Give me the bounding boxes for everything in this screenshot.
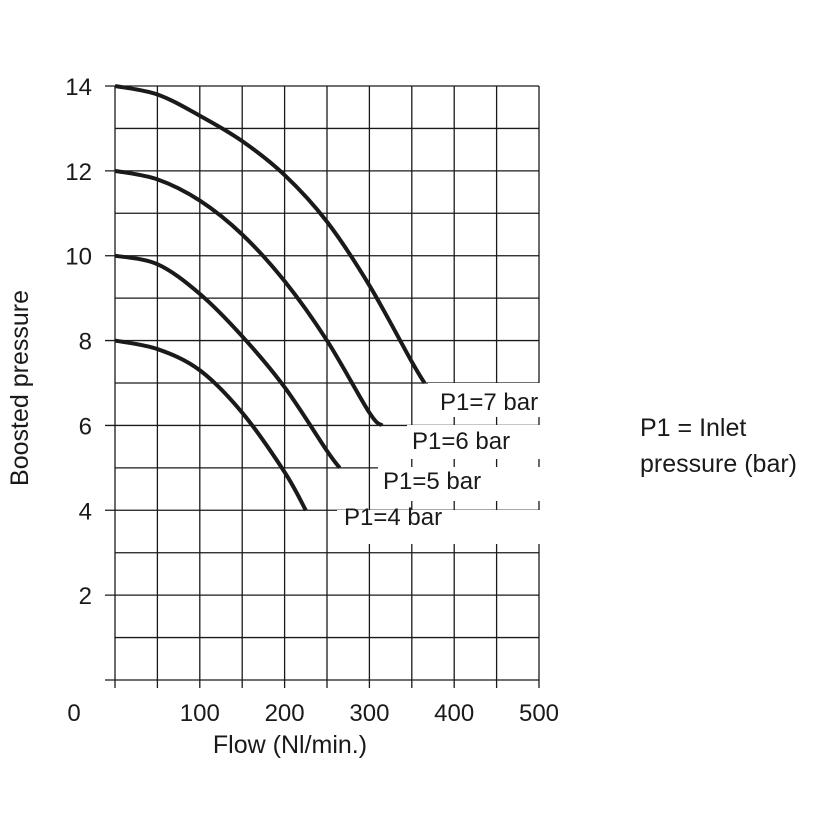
series-curve [114, 338, 308, 512]
series-curve [114, 84, 427, 385]
label-mask [337, 510, 541, 544]
x-tick-label: 200 [265, 700, 305, 727]
tick-labels: 0 100 200 300 400 500 2 4 6 8 10 12 14 [65, 74, 559, 727]
y-tick-label: 6 [79, 413, 92, 440]
y-tick-label: 8 [79, 329, 92, 356]
y-tick-label: 2 [79, 583, 92, 610]
x-axis-title: Flow (Nl/min.) [213, 731, 367, 759]
series-curve [114, 168, 384, 428]
label-mask [407, 425, 541, 459]
series-curve [114, 253, 342, 470]
y-axis-title: Boosted pressure [6, 290, 34, 486]
y-tick-label: 12 [65, 159, 92, 186]
series-label: P1=7 bar [440, 389, 538, 416]
x-tick-label: 500 [519, 700, 559, 727]
curves [114, 84, 427, 512]
x-tick-label: 400 [434, 700, 474, 727]
inlet-pressure-note-line1: P1 = Inlet [640, 414, 747, 442]
grid [105, 85, 541, 688]
y-tick-label: 4 [79, 498, 92, 525]
x-tick-label: 0 [67, 700, 80, 727]
y-tick-label: 14 [65, 74, 92, 101]
inlet-pressure-note-line2: pressure (bar) [640, 450, 797, 478]
series-label: P1=6 bar [412, 428, 510, 455]
label-mask [378, 467, 541, 501]
x-tick-label: 300 [349, 700, 389, 727]
series-labels: P1=7 bar P1=6 bar P1=5 bar P1=4 bar [344, 389, 538, 531]
inlet-pressure-note: P1 = Inlet pressure (bar) [640, 410, 797, 482]
y-tick-label: 10 [65, 244, 92, 271]
series-label: P1=5 bar [383, 468, 481, 495]
x-tick-label: 100 [180, 700, 220, 727]
series-label: P1=4 bar [344, 504, 442, 531]
label-mask [428, 383, 541, 417]
